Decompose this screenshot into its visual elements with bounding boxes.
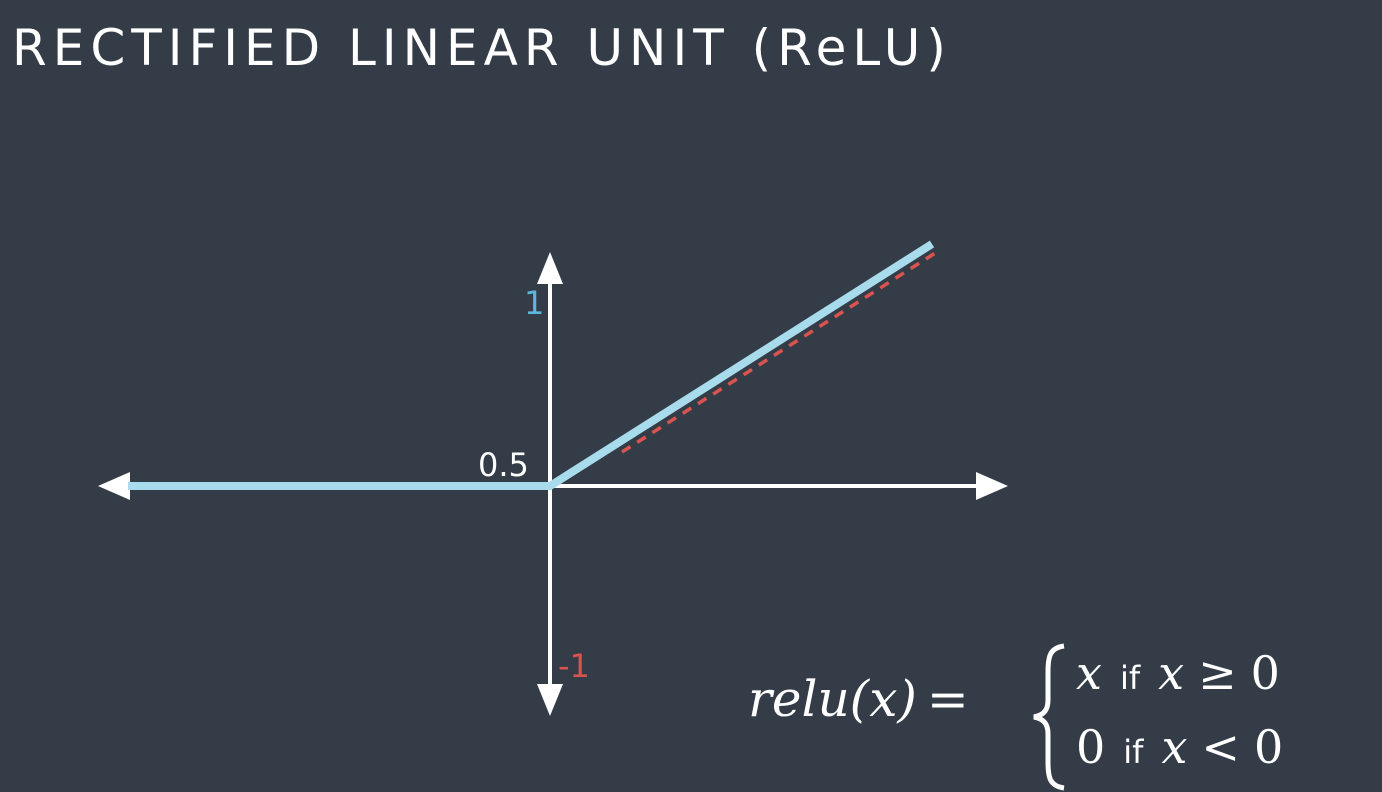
formula-lhs: relu(x) =: [748, 670, 969, 728]
y-top-label: 1: [524, 284, 544, 322]
y-axis-bottom-arrow: [537, 684, 563, 716]
case2-rhs: 0: [1253, 720, 1284, 774]
case2-if: if: [1123, 733, 1144, 771]
y-bottom-label: -1: [558, 647, 590, 685]
formula-function: relu(x): [748, 670, 917, 728]
case1-var: x: [1158, 646, 1185, 700]
case1-rhs: 0: [1250, 646, 1280, 700]
case2-var: x: [1161, 720, 1188, 774]
case1-value: x: [1076, 646, 1102, 700]
formula-case-negative: 0 if x <0: [1076, 720, 1283, 774]
case1-if: if: [1119, 659, 1141, 697]
case2-value: 0: [1076, 720, 1106, 774]
y-axis-top-arrow: [537, 252, 563, 284]
x-axis-right-arrow: [976, 472, 1008, 500]
relu-formula: relu(x) = x if x ≥0 0 if x <0: [748, 634, 1378, 792]
formula-equals: =: [926, 670, 969, 728]
formula-case-positive: x if x ≥0: [1076, 646, 1280, 700]
relu-curve: [128, 240, 935, 490]
x-axis-left-arrow: [98, 472, 130, 500]
origin-label: 0.5: [478, 446, 529, 484]
slide-title: RECTIFIED LINEAR UNIT (ReLU): [12, 19, 952, 77]
left-brace: [1033, 643, 1065, 791]
dashed-reference-line: [621, 248, 941, 454]
case2-operator: <: [1201, 720, 1240, 774]
case1-operator: ≥: [1198, 646, 1237, 700]
